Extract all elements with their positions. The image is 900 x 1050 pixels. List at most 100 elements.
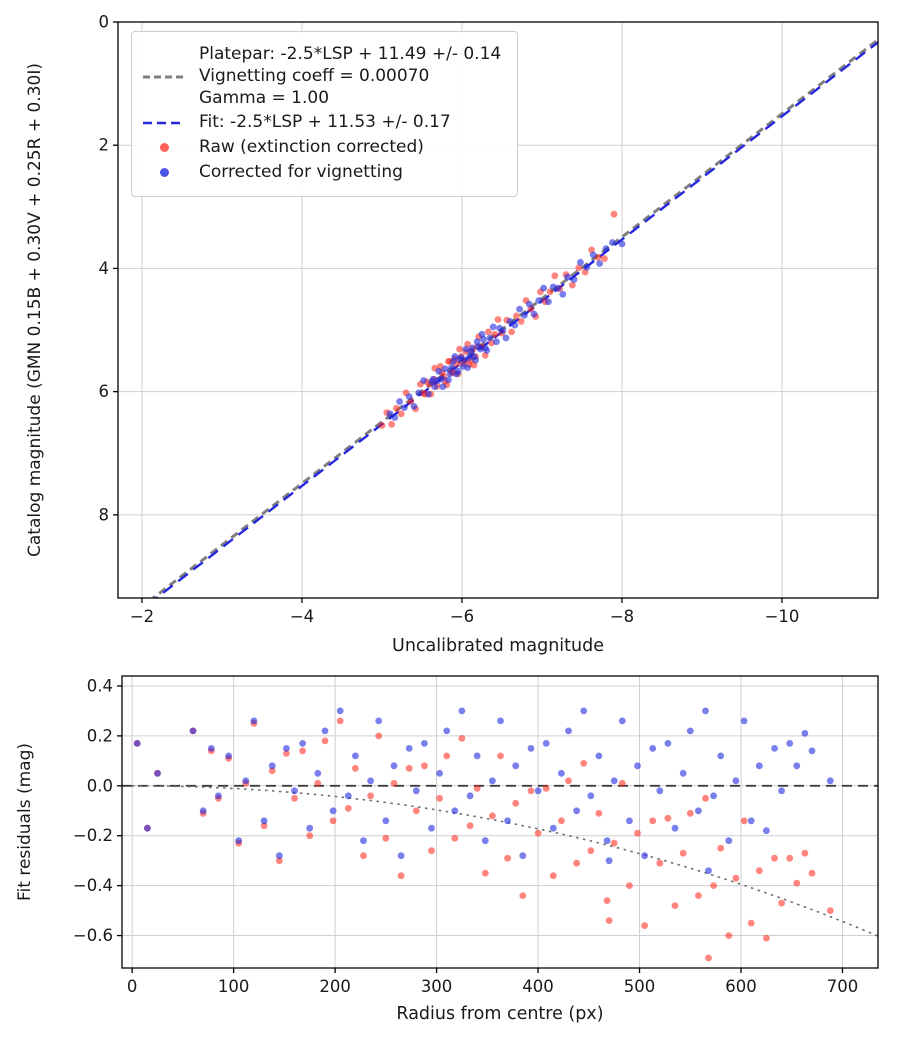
raw-point: [702, 794, 709, 802]
raw-point: [458, 735, 466, 742]
corrected-point: [475, 343, 483, 351]
corrected-point: [664, 740, 672, 747]
raw-point: [397, 410, 405, 418]
fit-residuals-plot: 0 100 200 300 400 500 600 700 0.4 0.2 0.0 −0.2 −0.4 −…: [73, 675, 879, 996]
corrected-point: [497, 717, 504, 725]
raw-point: [512, 799, 520, 807]
raw-points: [133, 717, 834, 962]
corrected-point: [391, 414, 399, 421]
corrected-point: [465, 354, 473, 362]
corrected-point: [352, 752, 359, 760]
y-tick-label: 0.0: [87, 776, 113, 795]
y-tick-label: 2: [99, 136, 110, 155]
x-tick-label: −6: [450, 607, 474, 626]
corrected-point: [530, 310, 538, 318]
raw-point: [485, 328, 492, 336]
raw-point: [412, 807, 420, 815]
x-tick-label: 700: [827, 977, 859, 996]
corrected-point: [740, 717, 748, 725]
raw-point: [605, 917, 613, 924]
raw-point: [268, 767, 276, 775]
corrected-point: [618, 717, 626, 725]
corrected-point: [527, 745, 535, 752]
top-xaxis-label: Uncalibrated magnitude: [392, 636, 604, 656]
corrected-point: [375, 717, 383, 725]
platepar-line-sample: [141, 71, 187, 83]
corrected-marker-sample: [141, 168, 187, 178]
corrected-point: [438, 375, 446, 383]
corrected-point: [542, 740, 550, 747]
photometric-fit-plot: −2 −4 −6 −8 −10 0 2 4 6 8: [99, 13, 879, 626]
raw-point: [451, 834, 459, 842]
corrected-point: [587, 792, 595, 800]
raw-point: [517, 318, 525, 325]
raw-marker-sample: [141, 143, 187, 153]
corrected-point: [439, 383, 447, 391]
top-yaxis-label: Catalog magnitude (GMN 0.15B + 0.30V + 0…: [25, 63, 45, 557]
raw-point: [382, 834, 390, 842]
corrected-point: [367, 777, 374, 785]
corrected-point: [260, 817, 268, 825]
corrected-point: [589, 251, 597, 259]
raw-point: [314, 779, 322, 787]
corrected-point: [421, 740, 428, 747]
corrected-point: [489, 777, 496, 785]
y-tick-label: 0.2: [87, 726, 113, 745]
raw-point: [601, 255, 608, 262]
corrected-point: [511, 321, 519, 329]
y-tick-label: 8: [99, 505, 110, 524]
corrected-point: [410, 403, 418, 410]
corrected-points: [386, 239, 626, 421]
platepar: [150, 38, 878, 598]
corrected-point: [275, 852, 283, 860]
x-tick-label: −10: [765, 607, 800, 626]
corrected-point: [386, 410, 394, 418]
corrected-point: [486, 334, 494, 342]
raw-point: [378, 422, 386, 429]
raw-point: [491, 330, 499, 338]
corrected-point: [250, 717, 258, 725]
raw-point: [610, 210, 618, 218]
corrected-point: [763, 827, 770, 835]
corrected-point: [283, 745, 290, 752]
raw-point: [336, 717, 344, 725]
x-tick-label: 0: [127, 977, 138, 996]
raw-point: [508, 328, 515, 336]
corrected-point: [512, 762, 520, 770]
legend-platepar-text-1: Platepar: -2.5*LSP + 11.49 +/- 0.14: [199, 44, 502, 64]
raw-point: [445, 358, 452, 365]
corrected-point: [189, 727, 197, 735]
corrected-point: [626, 817, 633, 825]
raw-point: [763, 934, 770, 942]
corrected-point: [215, 792, 222, 800]
corrected-point: [549, 824, 557, 832]
legend-corrected-text: Corrected for vignetting: [199, 161, 403, 182]
corrected-point: [291, 787, 298, 795]
corrected-point: [435, 367, 443, 375]
raw-point: [456, 345, 463, 353]
legend-entry-corrected: Corrected for vignetting: [141, 162, 501, 184]
raw-point: [747, 919, 755, 927]
raw-point: [375, 732, 383, 740]
corrected-point: [656, 787, 664, 795]
corrected-point: [540, 284, 547, 292]
corrected-point: [448, 364, 455, 371]
raw-point: [587, 847, 595, 855]
raw-point: [421, 762, 428, 770]
corrected-point: [596, 260, 603, 267]
raw-point: [546, 288, 554, 296]
corrected-point: [502, 334, 510, 342]
corrected-points: [133, 707, 834, 875]
raw-point: [367, 792, 374, 800]
raw-point: [397, 872, 405, 880]
corrected-point: [618, 240, 626, 248]
corrected-point: [565, 727, 572, 735]
corrected-point: [786, 740, 794, 747]
raw-point: [569, 281, 576, 289]
x-tick-label: 200: [319, 977, 351, 996]
raw-point: [626, 882, 633, 889]
raw-point: [826, 907, 834, 914]
y-tick-label: 0.4: [87, 676, 113, 695]
legend-platepar-text-2: Vignetting coeff = 0.00070: [199, 65, 430, 86]
legend-entry-raw: Raw (extinction corrected): [141, 137, 501, 159]
